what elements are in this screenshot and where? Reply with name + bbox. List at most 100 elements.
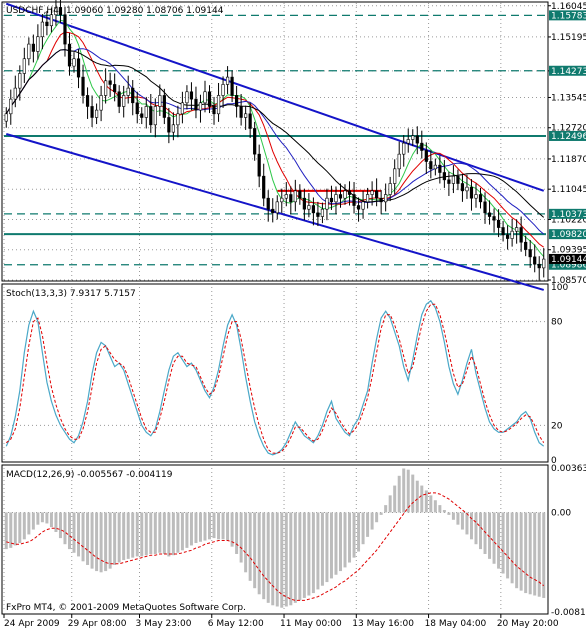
candle-body — [135, 102, 139, 115]
macd-bar — [167, 512, 171, 557]
candle-body — [361, 201, 365, 210]
candle-body — [49, 14, 54, 27]
candle-body — [63, 14, 67, 45]
candle — [320, 202, 325, 224]
candle — [113, 73, 117, 102]
candle-body — [447, 179, 451, 184]
candle-body — [356, 205, 361, 210]
price-tick-label: 1.11045 — [551, 185, 586, 195]
macd-bar — [131, 512, 135, 558]
macd-bar — [384, 505, 388, 513]
candle-body — [338, 194, 343, 199]
candle-body — [176, 113, 180, 126]
macd-bar — [515, 512, 519, 589]
macd-bar — [393, 485, 397, 513]
candle-body — [384, 194, 388, 203]
candle-body — [198, 102, 203, 111]
candle-body — [45, 21, 49, 27]
candle — [140, 107, 144, 125]
candle-body — [496, 219, 501, 228]
candle-body — [483, 201, 487, 214]
candle — [27, 37, 31, 66]
candle — [36, 24, 40, 60]
candle-body — [316, 212, 320, 217]
macd-bar — [77, 512, 81, 557]
candle-body — [113, 84, 117, 93]
candle — [388, 176, 392, 202]
macd-bar — [176, 512, 180, 553]
macd-bar — [108, 512, 112, 569]
macd-bar — [338, 512, 342, 572]
macd-bar — [293, 512, 297, 603]
candle-body — [158, 95, 162, 107]
macd-bar — [244, 512, 248, 573]
macd-bar — [113, 512, 117, 565]
candle — [131, 80, 135, 116]
candle-body — [13, 87, 17, 100]
ohlc-readout: 1.09060 1.09280 1.08706 1.09144 — [66, 6, 224, 16]
macd-bar — [366, 512, 370, 537]
candle — [293, 179, 297, 212]
x-tick-label: 3 May 23:00 — [136, 619, 192, 629]
macd-bar — [420, 485, 424, 513]
candle — [85, 87, 90, 119]
candle-body — [271, 208, 275, 214]
candle-body — [415, 135, 419, 144]
candle — [302, 188, 306, 221]
candle-body — [230, 76, 234, 96]
candle-body — [451, 175, 456, 184]
macd-bar — [126, 512, 130, 559]
candle — [424, 142, 428, 174]
candle-body — [519, 227, 523, 243]
candle-body — [456, 175, 460, 184]
macd-bar — [284, 512, 288, 607]
candle — [537, 256, 541, 281]
candle-body — [108, 80, 112, 85]
candle — [203, 80, 207, 113]
macd-bar — [433, 500, 437, 513]
candle-body — [94, 109, 99, 118]
candle — [284, 182, 288, 207]
macd-bar — [451, 512, 455, 520]
candle-body — [189, 91, 194, 100]
macd-bar — [198, 512, 202, 542]
candle-body — [334, 194, 338, 203]
macd-bar — [239, 512, 243, 563]
candle-body — [122, 95, 126, 107]
candle — [289, 186, 293, 215]
ma-fast-line — [5, 19, 545, 257]
macd-bar — [135, 512, 139, 557]
candle — [67, 33, 72, 76]
candle — [393, 159, 397, 195]
macd-bar — [158, 512, 162, 553]
macd-bar — [180, 512, 184, 551]
candle-body — [420, 142, 424, 151]
candle — [496, 209, 501, 238]
candle — [185, 85, 189, 110]
macd-bar — [212, 512, 216, 539]
stoch-title: Stoch(13,3,3) 7.9317 5.7157 — [6, 289, 136, 299]
candle-body — [40, 21, 44, 38]
candle — [126, 75, 130, 104]
candle — [198, 94, 203, 123]
candle — [13, 75, 17, 108]
macd-bar — [483, 512, 487, 554]
macd-bar — [280, 512, 284, 608]
macd-bar — [537, 512, 541, 597]
candle — [411, 129, 415, 147]
candle-body — [140, 113, 144, 118]
x-tick-label: 11 May 00:00 — [280, 619, 342, 629]
macd-bar — [320, 512, 324, 586]
candle-body — [153, 106, 157, 126]
candle — [420, 130, 424, 159]
candle — [519, 216, 523, 252]
candle — [54, 0, 58, 26]
macd-bar — [208, 512, 212, 540]
candle — [117, 85, 121, 114]
candle-body — [492, 216, 496, 221]
macd-tick-label: 0.003639 — [551, 464, 586, 474]
candle — [266, 190, 270, 222]
candle-body — [4, 113, 8, 122]
candle-body — [167, 117, 171, 133]
candle — [379, 190, 383, 215]
